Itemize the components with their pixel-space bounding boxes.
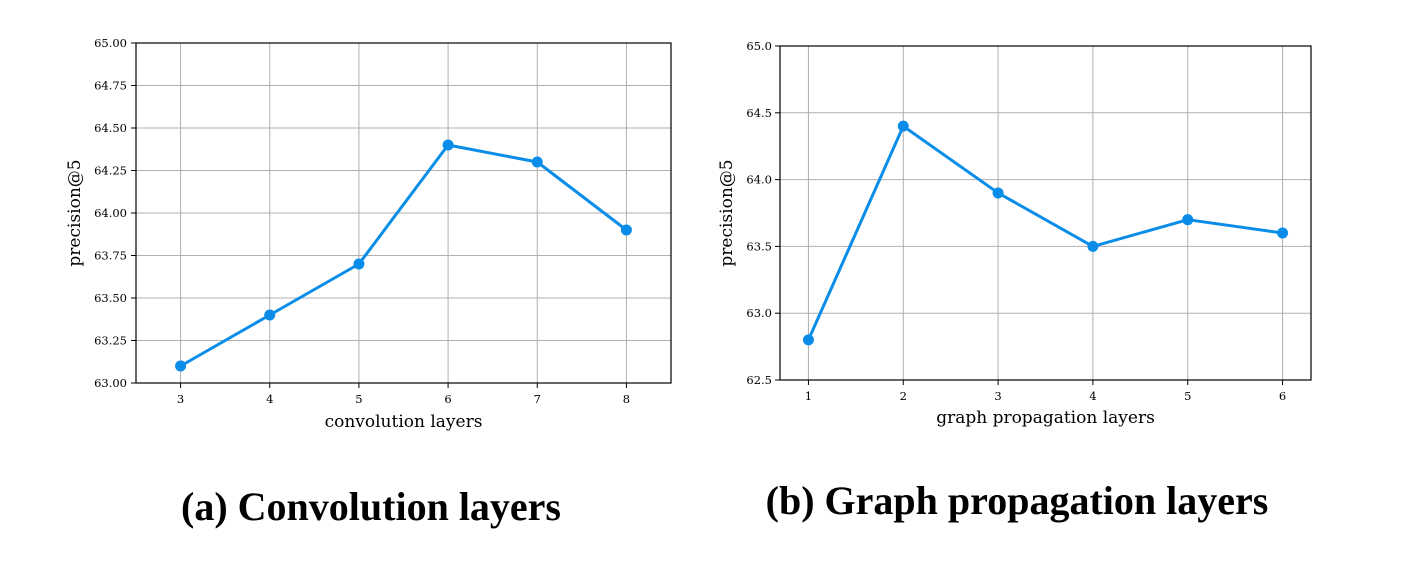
subfigure-caption: (a) Convolution layers	[181, 484, 561, 529]
x-tick-label: 7	[534, 392, 541, 406]
x-tick-label: 6	[1279, 389, 1286, 403]
y-tick-label: 65.00	[94, 36, 127, 50]
y-tick-label: 63.25	[94, 334, 127, 348]
subfigure-caption: (b) Graph propagation layers	[766, 478, 1269, 523]
y-tick-label: 63.0	[746, 306, 772, 320]
plot-frame	[779, 45, 1312, 381]
y-tick-label: 63.5	[746, 239, 772, 253]
data-point	[264, 309, 276, 321]
y-tick-label: 64.0	[746, 173, 772, 187]
data-point	[1087, 240, 1099, 252]
data-point	[802, 334, 814, 346]
chart-a: 3 4 5 6 7 8 63.00 63.25 63.50 63.75 64.00 64.25 64.5…	[65, 36, 672, 529]
chart-b: 1 2 3 4 5 6 62.5 63.0 63.5 64.0 64.5 65.0 graph prop…	[717, 39, 1312, 523]
x-tick-label: 3	[994, 389, 1001, 403]
x-tick-label: 4	[1089, 389, 1096, 403]
data-point	[175, 360, 187, 372]
y-tick-label: 63.00	[94, 376, 127, 390]
data-point	[620, 224, 632, 236]
series-line	[179, 143, 628, 368]
data-point	[531, 156, 543, 168]
x-tick-label: 3	[177, 392, 184, 406]
y-tick-label: 64.00	[94, 206, 127, 220]
y-axis-label: precision@5	[65, 159, 85, 266]
data-point	[897, 120, 909, 132]
y-tick-label: 64.25	[94, 164, 127, 178]
y-tick-label: 64.5	[746, 106, 772, 120]
data-point	[1277, 227, 1289, 239]
x-tick-label: 4	[266, 392, 273, 406]
data-point	[442, 139, 454, 151]
y-tick-label: 64.75	[94, 79, 127, 93]
y-tick-label: 63.50	[94, 291, 127, 305]
x-tick-label: 1	[805, 389, 812, 403]
y-tick-label: 63.75	[94, 249, 127, 263]
data-point	[1182, 214, 1194, 226]
y-tick-label: 64.50	[94, 121, 127, 135]
x-tick-label: 6	[444, 392, 451, 406]
x-tick-label: 2	[900, 389, 907, 403]
data-point	[992, 187, 1004, 199]
x-tick-label: 5	[1184, 389, 1191, 403]
x-tick-label: 5	[355, 392, 362, 406]
x-axis-label: graph propagation layers	[936, 408, 1155, 428]
data-point	[353, 258, 365, 270]
series-line	[807, 124, 1283, 341]
y-axis-label: precision@5	[717, 159, 737, 266]
x-tick-label: 8	[623, 392, 630, 406]
x-axis-label: convolution layers	[325, 412, 483, 432]
y-tick-label: 65.0	[746, 39, 772, 53]
y-tick-label: 62.5	[746, 373, 772, 387]
plot-frame	[135, 42, 672, 384]
